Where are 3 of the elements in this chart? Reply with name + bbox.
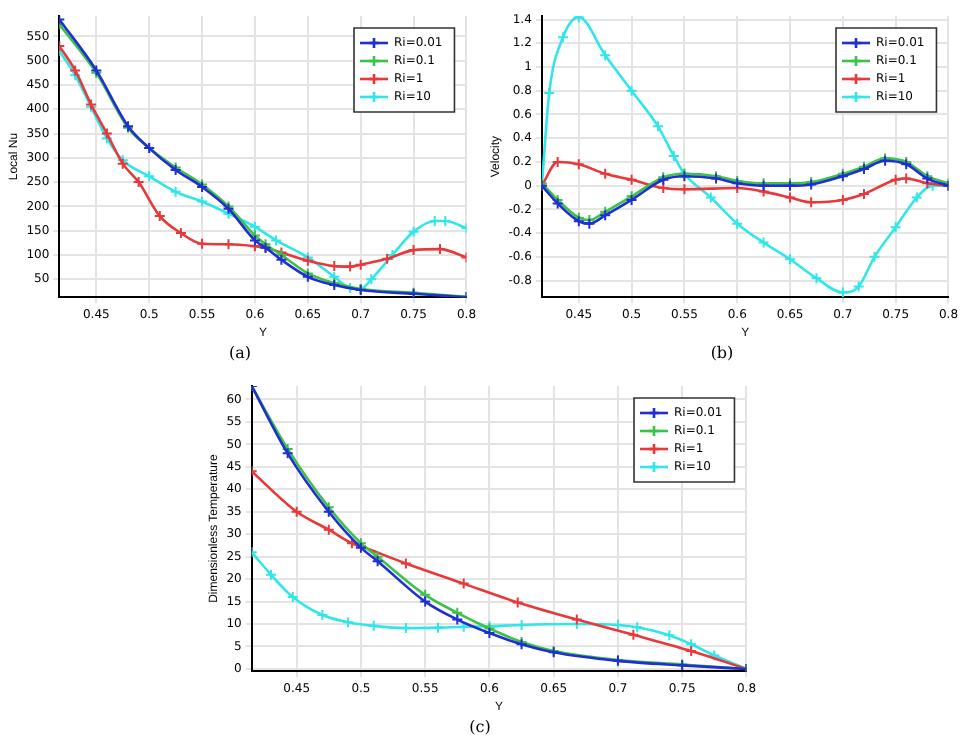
- text: (b): [708, 344, 736, 362]
- text: (a): [226, 344, 253, 362]
- text: (c): [467, 718, 493, 736]
